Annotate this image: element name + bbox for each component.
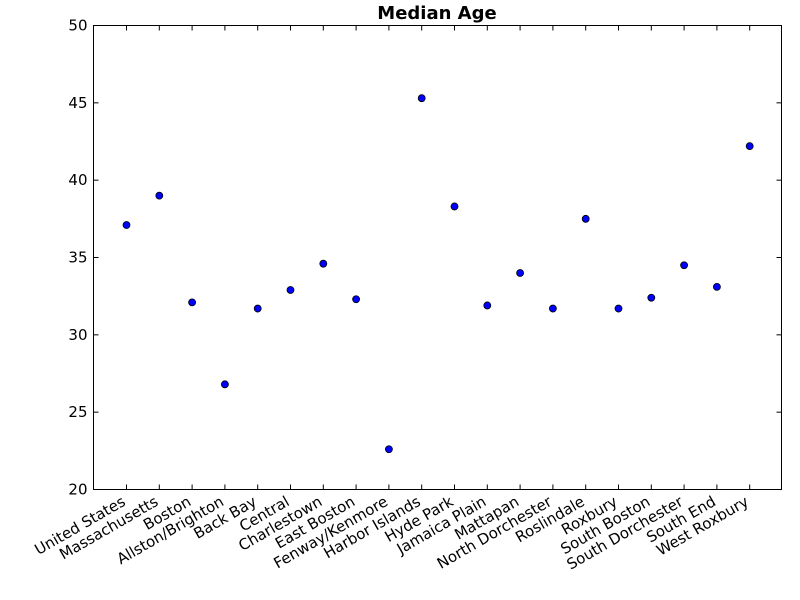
data-point — [614, 304, 623, 313]
data-point — [713, 282, 721, 291]
data-point — [155, 191, 164, 200]
data-point — [745, 142, 754, 151]
data-points — [122, 94, 754, 454]
y-axis: 20 25 30 35 40 45 50 — [68, 17, 782, 499]
y-tick-label: 45 — [68, 94, 87, 112]
y-tick-label: 40 — [68, 171, 87, 189]
data-point — [188, 298, 197, 307]
data-point — [319, 259, 328, 268]
y-tick-label: 50 — [68, 17, 87, 35]
data-point — [450, 202, 459, 211]
data-point — [122, 221, 131, 229]
y-tick-label: 35 — [68, 249, 87, 267]
data-point — [253, 304, 262, 313]
data-point — [384, 445, 393, 454]
data-point — [417, 94, 426, 103]
plot-area — [93, 25, 782, 490]
data-point — [516, 269, 524, 277]
data-point — [352, 295, 361, 304]
data-point — [286, 286, 295, 294]
data-point — [220, 380, 229, 389]
data-point — [680, 261, 688, 270]
y-tick-label: 25 — [68, 403, 87, 421]
x-axis: United StatesMassachusettsBostonAllston/… — [32, 25, 752, 573]
data-point — [483, 301, 492, 310]
data-point — [647, 293, 656, 302]
y-tick-label: 30 — [68, 326, 87, 344]
chart-title: Median Age — [377, 3, 496, 24]
y-tick-label: 20 — [68, 481, 87, 499]
data-point — [549, 304, 557, 313]
data-point — [581, 214, 590, 223]
